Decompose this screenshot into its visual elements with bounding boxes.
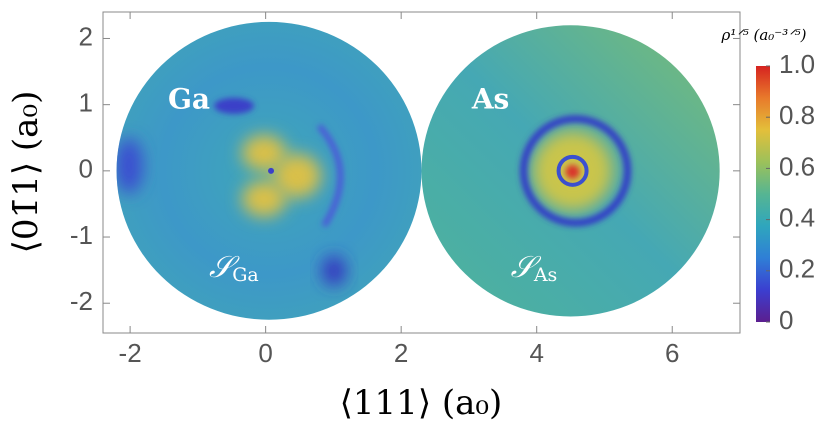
peak [565,164,580,179]
dark-spot [322,255,347,286]
bright-lobe [242,134,287,171]
colorbar-tick-label: 1.0 [779,49,815,79]
region-label: As [471,82,510,115]
core [268,167,275,174]
colorbar-tick-label: 0.4 [779,202,815,232]
y-tick-label: -2 [70,286,93,316]
colorbar-tick-label: 0.8 [779,100,815,130]
dark-spot [116,137,144,194]
y-axis-label: ⟨01̄1⟩ (a₀) [6,91,46,254]
colorbar-tick-label: 0 [779,305,793,335]
colorbar-title: ρ¹ᐟ⁵ (a₀⁻³ᐟ⁵) [721,26,807,44]
y-tick-label: 2 [79,21,93,51]
colorbar-tick-label: 0.2 [779,254,815,284]
bright-lobe [242,180,287,217]
colorbar-tick-label: 0.6 [779,151,815,181]
region-symbol-sub: Ga [232,264,259,286]
x-tick-label: 6 [665,338,679,368]
dark-ring [520,115,632,227]
x-axis-label: ⟨111⟩ (a₀) [340,383,503,423]
density-features [116,97,347,286]
y-tick-label: -1 [70,220,93,250]
x-tick-label: 2 [394,338,408,368]
region-label: Ga [168,82,210,115]
dark-spot [214,97,255,114]
colorbar [756,66,770,322]
density-features [520,115,632,227]
y-tick-label: 1 [79,88,93,118]
bright-lobe [273,153,322,198]
x-tick-label: -2 [119,338,142,368]
inner-ring [556,154,589,187]
dark-ridge [316,123,344,228]
y-tick-label: 0 [79,154,93,184]
region-symbol-sub: As [533,264,557,286]
x-tick-label: 4 [529,338,543,368]
plot-frame [102,11,741,334]
x-tick-label: 0 [258,338,272,368]
